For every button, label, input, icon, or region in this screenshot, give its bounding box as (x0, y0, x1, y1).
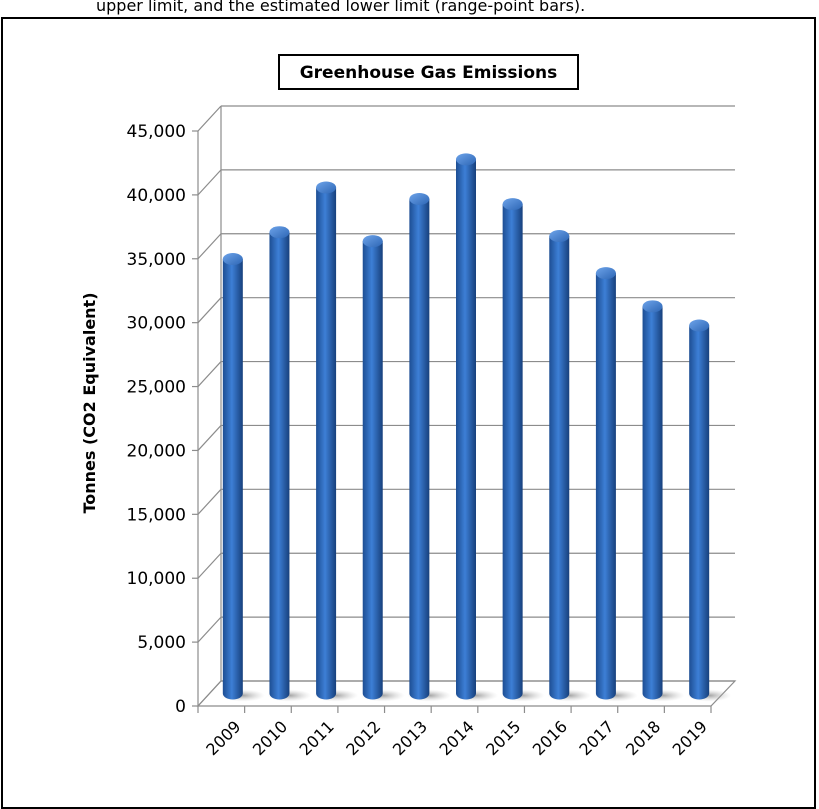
bar (454, 153, 498, 702)
bar-body (689, 325, 710, 700)
bar-body (409, 199, 430, 700)
x-tick-label: 2019 (669, 717, 711, 759)
bar-body (502, 204, 523, 700)
bar (407, 193, 452, 702)
gridline-side (197, 361, 222, 387)
bar (220, 253, 265, 702)
bar-cap (456, 153, 476, 166)
bar (360, 235, 405, 702)
bars (220, 153, 732, 702)
gridline-side (197, 616, 222, 643)
bar-cap (222, 253, 243, 266)
x-tick-labels: 2009 2010 2011 2012 2013 2014 2015 2016 2017 2018… (202, 717, 711, 759)
bar-body (456, 159, 476, 700)
y-axis-label: Tonnes (CO2 Equivalent) (80, 292, 99, 513)
x-tick-label: 2017 (575, 717, 617, 759)
y-tick-label: 0 (175, 697, 186, 717)
chart-title: Greenhouse Gas Emissions (300, 63, 558, 83)
x-tick-label: 2010 (249, 717, 291, 759)
x-tick-label: 2012 (342, 717, 384, 759)
y-tick-label: 45,000 (127, 122, 186, 142)
top-caption-text: upper limit, and the estimated lower lim… (96, 0, 585, 15)
bar-cap (316, 181, 337, 194)
bar (500, 198, 545, 702)
x-tick-label: 2009 (202, 717, 244, 759)
x-tick-label: 2011 (296, 717, 338, 759)
bar (314, 181, 359, 702)
x-tick-label: 2014 (435, 717, 477, 759)
x-tick-label: 2016 (529, 717, 571, 759)
bar (547, 230, 592, 702)
y-tick-label: 30,000 (127, 314, 186, 334)
outer-border (1, 17, 816, 809)
x-tick-label: 2018 (622, 717, 664, 759)
bar-cap (409, 193, 430, 205)
bar-body (222, 259, 243, 700)
gridline-side (197, 105, 222, 132)
bar-body (595, 273, 616, 700)
y-tick-label: 20,000 (127, 441, 186, 461)
y-tick-label: 5,000 (137, 633, 186, 653)
axes (192, 130, 737, 713)
gridline-side (197, 169, 222, 196)
bar (267, 226, 312, 702)
y-tick-label: 15,000 (127, 505, 186, 525)
bar (640, 300, 685, 702)
bar-body (362, 241, 383, 700)
bar-body (549, 236, 570, 700)
bar-body (269, 232, 290, 700)
bar-cap (689, 319, 710, 332)
bar-cap (642, 300, 663, 313)
x-tick-label: 2013 (389, 717, 431, 759)
bar-cap (269, 226, 290, 239)
y-tick-labels: 0 5,000 10,000 15,000 20,000 25,000 30,000 35,0… (127, 122, 186, 717)
gridline-side (197, 552, 222, 579)
bar (593, 267, 638, 702)
gridline-side (197, 425, 222, 451)
title-box (278, 54, 579, 90)
bar-cap (595, 267, 616, 280)
gridline-side (197, 488, 222, 515)
y-tick-label: 25,000 (127, 378, 186, 398)
y-tick-label: 35,000 (127, 250, 186, 270)
bar-body (642, 306, 663, 700)
bar-cap (549, 230, 570, 243)
bar (687, 319, 732, 702)
x-tick-label: 2015 (482, 717, 524, 759)
gridline-side (197, 233, 222, 260)
bar-body (316, 187, 337, 700)
chart-floor (196, 680, 737, 707)
bar-cap (502, 198, 523, 211)
y-tick-label: 10,000 (127, 569, 186, 589)
gridline-side (197, 297, 222, 324)
y-tick-label: 40,000 (127, 186, 186, 206)
bar-cap (362, 235, 383, 248)
